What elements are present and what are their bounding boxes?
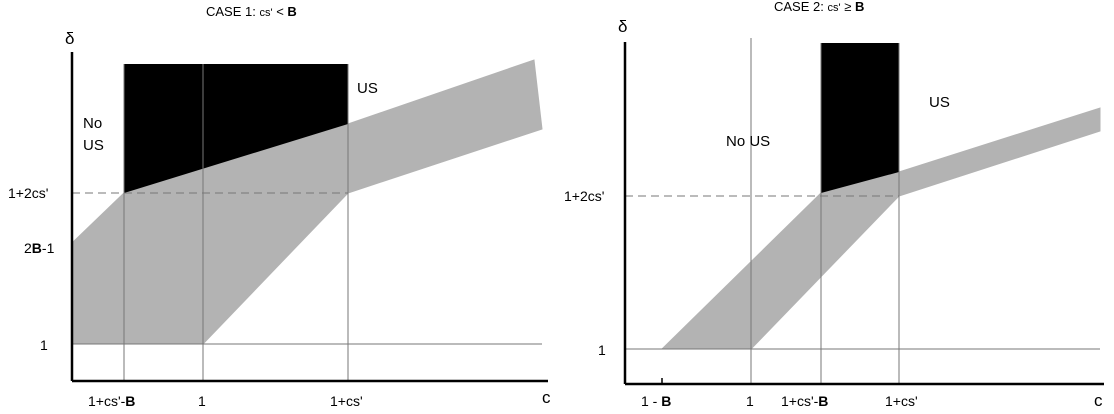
case2-ytick-top: 1+2cs' [564,188,604,204]
case2-y-axis-label: δ [618,17,627,36]
case1-xtick-cs-minus-b: 1+cs'-B [88,393,135,409]
case2-black-region [821,43,899,193]
case2-panel: CASE 2: cs' ≥ B δ c No US US 1+2cs' 1 1 … [564,0,1104,410]
case2-ytick-one: 1 [598,342,606,358]
case1-region-us-right: US [357,80,378,97]
case2-x-axis-label: c [1094,391,1103,410]
case1-ytick-top: 1+2cs' [8,185,48,201]
case1-region-no: No [83,115,102,132]
case2-xtick-cs: 1+cs' [885,393,918,409]
case2-region-us: US [929,94,950,111]
case1-x-axis-label: c [542,388,551,407]
case1-region-us-left: US [83,137,104,154]
case2-xtick-one: 1 [746,393,754,409]
case2-region-no-us: No US [726,133,770,150]
case2-title: CASE 2: cs' ≥ B [774,0,864,14]
case1-ytick-mid: 2B-1 [24,240,55,256]
case2-xtick-cs-minus-b: 1+cs'-B [781,393,828,409]
case2-xtick-1-minus-b: 1 - B [641,393,671,409]
case1-xtick-cs: 1+cs' [330,393,363,409]
case1-title: CASE 1: cs' < B [206,4,297,19]
case1-y-axis-label: δ [65,29,74,48]
case1-ytick-one: 1 [40,337,48,353]
case1-xtick-one: 1 [198,393,206,409]
case1-black-region [124,64,348,193]
case1-panel: CASE 1: cs' < B δ c No US US 1+2cs' 2B-1… [8,4,551,409]
